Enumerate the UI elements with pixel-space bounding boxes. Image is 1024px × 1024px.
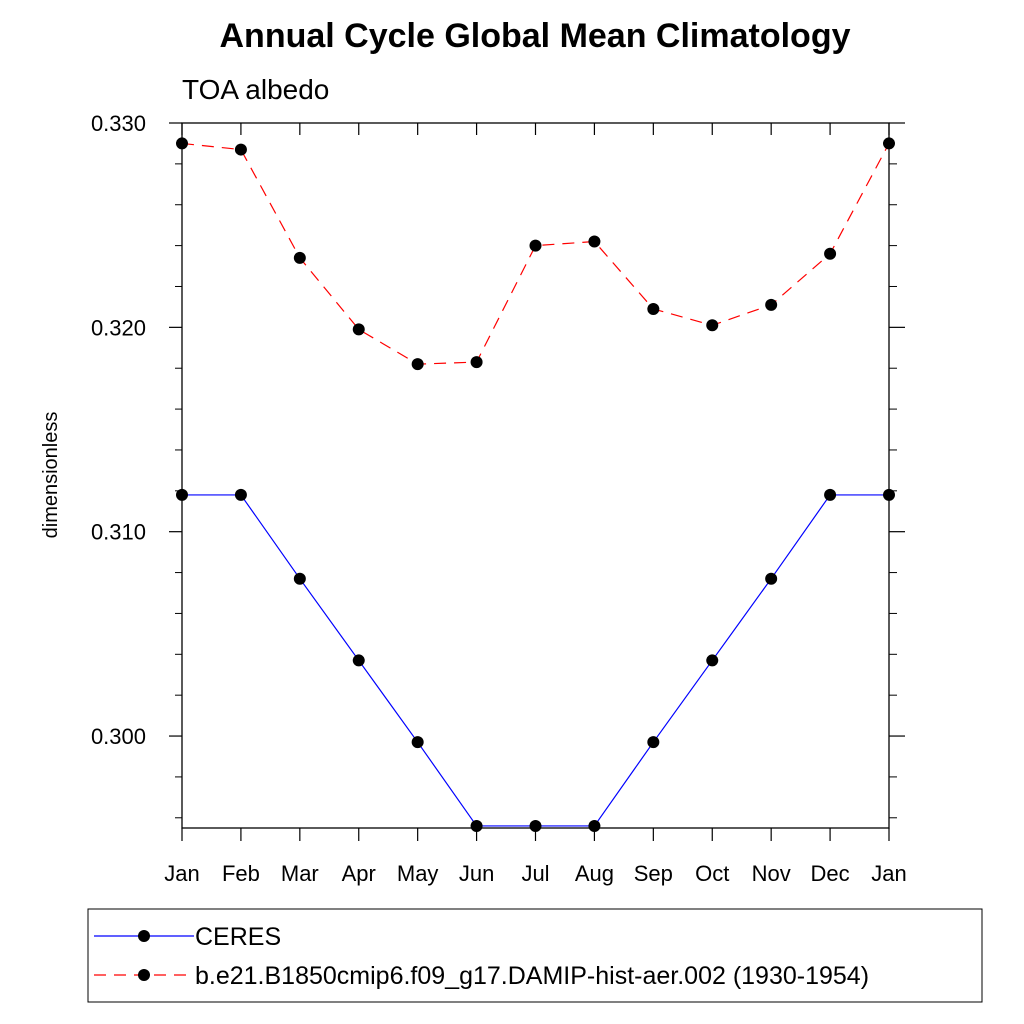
- x-tick-label: Apr: [342, 861, 376, 886]
- y-tick-label: 0.310: [91, 520, 146, 545]
- legend-label-2: b.e21.B1850cmip6.f09_g17.DAMIP-hist-aer.…: [195, 962, 869, 990]
- data-point: [293, 572, 306, 585]
- y-tick-label: 0.320: [91, 315, 146, 340]
- data-point: [529, 819, 542, 832]
- y-tick-label: 0.300: [91, 724, 146, 749]
- data-point: [824, 488, 837, 501]
- x-tick-label: Jan: [164, 861, 199, 886]
- x-tick-label: Sep: [634, 861, 673, 886]
- series-line-1: [182, 494, 889, 827]
- x-tick-label: Aug: [575, 861, 614, 886]
- series-line-2: [181, 142, 890, 365]
- x-tick-label: Nov: [752, 861, 791, 886]
- chart-title: Annual Cycle Global Mean Climatology: [220, 17, 851, 55]
- data-point: [765, 572, 778, 585]
- x-tick-label: Oct: [695, 861, 729, 886]
- data-point: [293, 251, 306, 264]
- plot-frame: [181, 122, 890, 829]
- labels-layer: Jan Feb Mar Apr May Jun Jul Aug Sep Oct Nov Dec Jan 0…: [91, 111, 907, 886]
- x-tick-label: Dec: [811, 861, 850, 886]
- data-point: [352, 654, 365, 667]
- y-axis-label: dimensionless: [40, 412, 62, 539]
- x-tick-label: Feb: [222, 861, 260, 886]
- x-tick-label: Jul: [521, 861, 549, 886]
- y-tick-label: 0.330: [91, 111, 146, 136]
- data-point: [824, 247, 837, 260]
- chart-subtitle: TOA albedo: [182, 74, 329, 105]
- data-point: [706, 319, 719, 332]
- data-point: [470, 356, 483, 369]
- data-point: [588, 235, 601, 248]
- data-point: [470, 819, 483, 832]
- data-point: [765, 298, 778, 311]
- data-point: [706, 654, 719, 667]
- legend-label-1: CERES: [195, 923, 281, 951]
- legend-layer: CERES b.e21.B1850cmip6.f09_g17.DAMIP-hist…: [94, 923, 869, 990]
- data-point: [411, 358, 424, 371]
- data-point: [234, 488, 247, 501]
- x-tick-label: Jan: [871, 861, 906, 886]
- data-point: [588, 819, 601, 832]
- data-point: [234, 143, 247, 156]
- x-tick-label: Jun: [459, 861, 494, 886]
- series-layer: [176, 137, 895, 832]
- legend-box: [87, 908, 983, 1003]
- x-tick-label: Mar: [281, 861, 319, 886]
- data-point: [529, 239, 542, 252]
- legend-marker-2: [138, 969, 150, 981]
- data-point: [352, 323, 365, 336]
- x-tick-label: May: [397, 861, 439, 886]
- data-point: [411, 736, 424, 749]
- data-point: [647, 302, 660, 315]
- legend-marker-1: [138, 930, 150, 942]
- ticks-layer: [169, 122, 905, 841]
- data-point: [647, 736, 660, 749]
